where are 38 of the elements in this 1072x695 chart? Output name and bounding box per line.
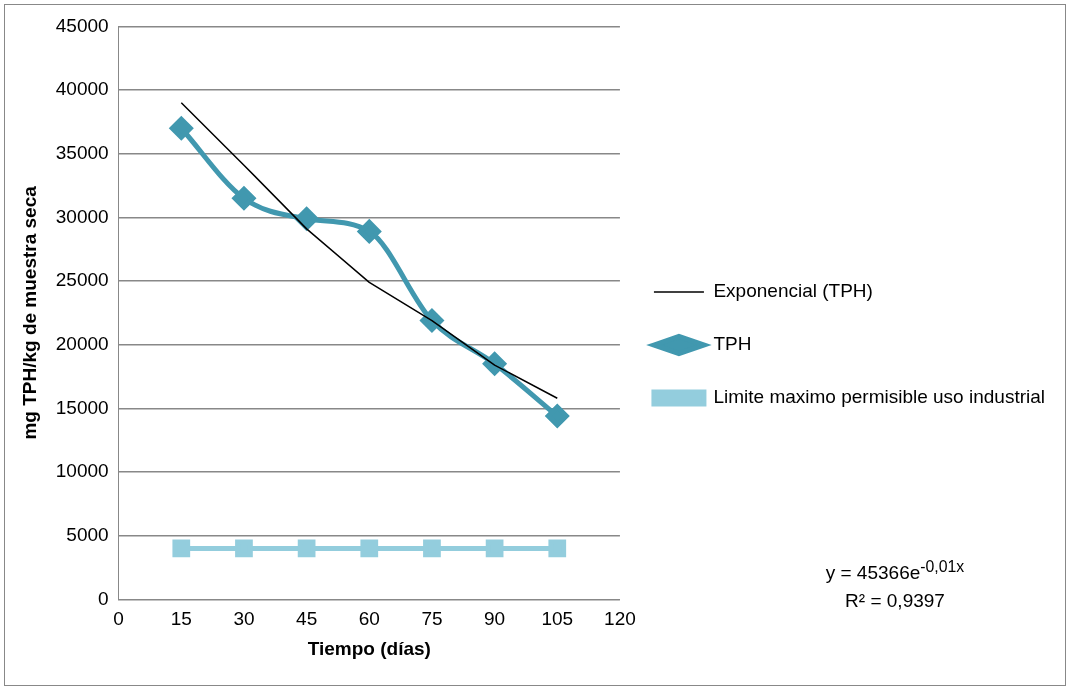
y-tick-label: 5000 [66,523,109,545]
point [548,539,567,558]
point [295,207,319,231]
text: R² = 0,9397 [844,589,946,614]
x-tick-label: 0 [113,608,124,630]
x-tick-label: 30 [233,608,255,630]
point [172,539,191,558]
point [297,539,316,558]
x-tick-label: 75 [421,608,443,630]
point [235,539,253,558]
point [232,186,256,210]
x-tick-label: 120 [604,608,636,630]
x-tick-label: 105 [541,608,574,630]
point [357,219,381,243]
point [169,116,193,140]
point [423,539,441,558]
legend-label: TPH [713,333,752,355]
legend-label: Exponencial (TPH) [713,280,873,302]
y-axis-title: mg TPH/kg de muestra seca [18,185,40,440]
y-tick-label: 15000 [55,396,109,418]
point [485,539,504,558]
x-tick-label: 60 [358,608,380,630]
y-tick-label: 30000 [55,205,109,227]
point [545,404,569,428]
y-tick-label: 0 [98,587,109,609]
y-tick-label: 45000 [55,14,109,36]
point [360,539,379,558]
x-tick-label: 15 [170,608,192,630]
y-tick-label: 25000 [55,269,109,291]
x-tick-label: 45 [296,608,318,630]
x-axis-title: Tiempo (días) [307,637,431,659]
legend-label: Limite maximo permisible uso industrial [713,386,1046,408]
x-tick-label: 90 [484,608,506,630]
text: y = 45366e$^{-0,01x}$ [824,557,966,586]
y-tick-label: 40000 [55,78,109,100]
y-tick-label: 20000 [55,332,109,354]
y-tick-label: 10000 [55,460,109,482]
y-tick-label: 35000 [55,141,109,163]
